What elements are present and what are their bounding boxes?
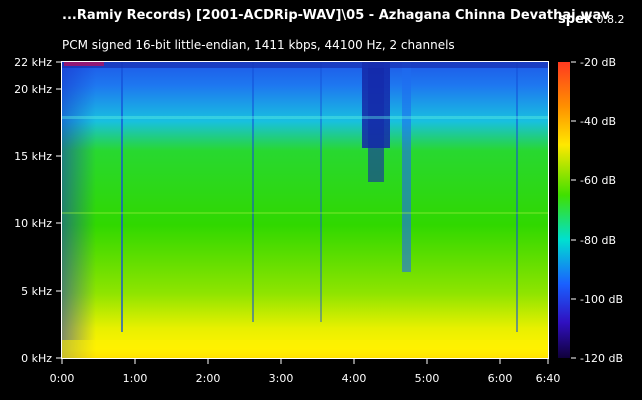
time-label-5: 5:00 (415, 372, 440, 385)
plot-frame (61, 61, 549, 359)
db-label-80: -80 dB (580, 234, 616, 247)
db-label-20: -20 dB (580, 56, 616, 69)
db-label-60: -60 dB (580, 174, 616, 187)
frequency-axis: 22 kHz 20 kHz 15 kHz 10 kHz 5 kHz 0 kHz (14, 56, 61, 365)
freq-label-5: 5 kHz (21, 285, 52, 298)
freq-label-15: 15 kHz (14, 150, 52, 163)
stream-info: PCM signed 16-bit little-endian, 1411 kb… (62, 38, 455, 52)
db-label-40: -40 dB (580, 115, 616, 128)
time-axis: 0:00 1:00 2:00 3:00 4:00 5:00 6:00 6:40 (50, 359, 561, 385)
time-label-1: 1:00 (123, 372, 148, 385)
freq-label-22: 22 kHz (14, 56, 52, 69)
app-brand: spek 0.8.2 (558, 8, 625, 27)
app-version: 0.8.2 (596, 13, 625, 26)
time-label-4: 4:00 (342, 372, 367, 385)
db-color-bar (558, 62, 570, 358)
time-label-6: 6:00 (488, 372, 513, 385)
time-label-0: 0:00 (50, 372, 75, 385)
time-label-2: 2:00 (196, 372, 221, 385)
freq-label-0: 0 kHz (21, 352, 52, 365)
time-label-end: 6:40 (536, 372, 561, 385)
file-title: ...Ramiy Records) [2001-ACDRip-WAV]\05 -… (62, 8, 610, 23)
freq-label-10: 10 kHz (14, 217, 52, 230)
db-label-100: -100 dB (580, 293, 623, 306)
freq-label-20: 20 kHz (14, 83, 52, 96)
db-label-120: -120 dB (580, 352, 623, 365)
time-label-3: 3:00 (269, 372, 294, 385)
app-name: spek (558, 12, 593, 27)
spectrogram-image (62, 62, 548, 358)
db-scale: -20 dB -40 dB -60 dB -80 dB -100 dB -120… (558, 56, 623, 365)
